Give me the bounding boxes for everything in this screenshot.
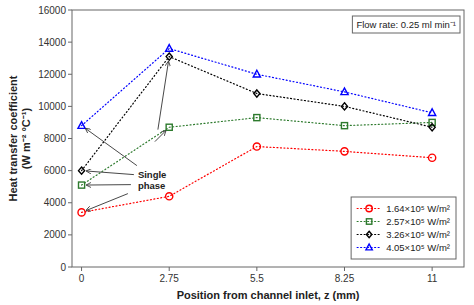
annotation-line: Single — [138, 169, 167, 180]
data-point — [254, 115, 260, 121]
series — [78, 45, 436, 129]
data-point — [166, 124, 172, 130]
flowrate-box: Flow rate: 0.25 ml min⁻¹ — [352, 16, 460, 33]
x-tick — [169, 267, 170, 271]
flowrate-text: Flow rate: 0.25 ml min⁻¹ — [356, 19, 456, 30]
chart-svg: 0 2000 4000 6000 8000 10000 12000 14000 16000 0 2.… — [0, 0, 474, 305]
data-point — [166, 53, 172, 60]
y-tick-label: 16000 — [38, 5, 66, 16]
y-axis-label-line: (W m⁻² °C⁻¹) — [20, 108, 32, 170]
data-point — [341, 123, 347, 129]
legend-label: 1.64×10⁵ W/m² — [386, 203, 450, 214]
plot-frame — [72, 10, 464, 267]
legend-entry: 4.05×10⁵ W/m² — [357, 242, 450, 253]
legend-entry: 1.64×10⁵ W/m² — [357, 203, 450, 214]
data-point — [166, 45, 173, 52]
data-point — [429, 124, 435, 131]
legend-line — [357, 208, 381, 209]
x-tick — [81, 267, 82, 271]
y-tick — [68, 267, 72, 268]
y-tick-label: 14000 — [38, 37, 66, 48]
y-tick — [68, 138, 72, 139]
legend-label: 3.26×10⁵ W/m² — [386, 229, 450, 240]
x-tick-label: 11 — [427, 273, 438, 284]
y-tick — [68, 74, 72, 75]
legend-entry: 2.57×10⁵ W/m² — [357, 216, 450, 227]
y-tick — [68, 202, 72, 203]
plot-background — [72, 10, 464, 267]
data-point — [253, 143, 260, 150]
y-tick-label: 8000 — [44, 133, 67, 144]
annotations: Singlephase — [86, 62, 169, 211]
annotation-arrow — [87, 184, 131, 185]
annotation-line: phase — [138, 180, 165, 191]
legend-marker — [366, 219, 371, 224]
legend-frame — [351, 197, 456, 259]
annotation-text: Singlephase — [138, 169, 167, 191]
flowrate-frame — [352, 16, 460, 33]
series-line — [82, 118, 433, 185]
x-tick-label: 2.75 — [159, 273, 179, 284]
legend-label: 2.57×10⁵ W/m² — [386, 216, 450, 227]
legend: 1.64×10⁵ W/m² 2.57×10⁵ W/m² 3.26×10⁵ W/m² 4… — [351, 197, 456, 259]
series-line — [82, 57, 433, 171]
series-line — [82, 49, 433, 126]
y-tick-label: 2000 — [44, 229, 67, 240]
y-axis-label-line: Heat transfer coefficient — [7, 75, 19, 201]
x-tick-label: 0 — [79, 273, 85, 284]
y-tick — [68, 234, 72, 235]
data-point — [79, 182, 85, 188]
y-tick-label: 4000 — [44, 197, 67, 208]
annotation-arrow — [155, 131, 166, 142]
legend-line — [357, 234, 381, 235]
data-point — [78, 122, 85, 129]
x-tick-label: 5.5 — [250, 273, 264, 284]
annotation-arrow — [87, 171, 134, 175]
chart-container: 0 2000 4000 6000 8000 10000 12000 14000 16000 0 2.… — [0, 0, 474, 305]
legend-label: 4.05×10⁵ W/m² — [386, 242, 450, 253]
legend-marker — [366, 205, 372, 211]
series — [79, 115, 436, 189]
y-tick — [68, 42, 72, 43]
data-point — [429, 109, 436, 116]
legend-line — [357, 221, 381, 222]
annotation-arrow — [158, 62, 169, 130]
data-point — [341, 103, 347, 110]
data-point — [166, 193, 173, 200]
x-tick — [344, 267, 345, 271]
y-tick-label: 10000 — [38, 101, 66, 112]
y-axis-label: Heat transfer coefficient(W m⁻² °C⁻¹) — [7, 75, 32, 201]
data-point — [341, 148, 348, 155]
x-axis-label: Position from channel inlet, z (mm) — [177, 289, 360, 301]
annotation-arrow — [86, 194, 128, 211]
y-tick-label: 12000 — [38, 69, 66, 80]
series — [79, 53, 436, 174]
x-tick-label: 8.25 — [335, 273, 355, 284]
y-tick — [68, 170, 72, 171]
y-tick-label: 0 — [60, 262, 66, 273]
data-point — [254, 90, 260, 97]
data-point — [253, 70, 260, 77]
data-point — [79, 167, 85, 174]
annotation-arrow — [86, 129, 137, 166]
y-tick — [68, 10, 72, 11]
x-tick — [256, 267, 257, 271]
data-point — [78, 209, 85, 216]
legend-entry: 3.26×10⁵ W/m² — [357, 229, 450, 240]
legend-marker — [366, 231, 371, 237]
x-tick — [432, 267, 433, 271]
legend-line — [357, 247, 381, 248]
y-tick-label: 6000 — [44, 165, 67, 176]
legend-marker — [366, 244, 372, 250]
data-point — [429, 154, 436, 161]
data-layer — [78, 45, 436, 216]
y-tick — [68, 106, 72, 107]
data-point — [341, 88, 348, 95]
